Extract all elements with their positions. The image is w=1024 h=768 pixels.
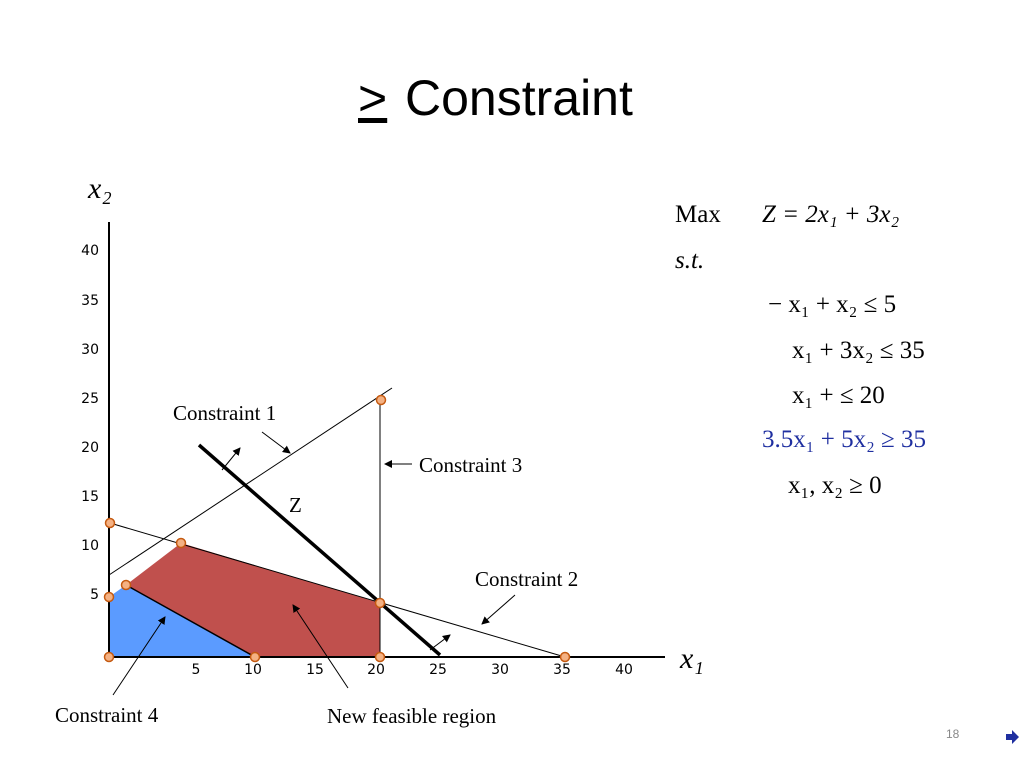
blue-region — [109, 585, 255, 657]
y-tick-label: 40 — [81, 243, 99, 259]
objective: Z = 2x₁ + 3x₂ — [762, 201, 900, 228]
y-tick-label: 5 — [90, 587, 99, 603]
title: Constraint — [405, 70, 633, 126]
x-tick-label: 35 — [553, 662, 571, 678]
label: Z — [289, 493, 302, 517]
y-tick-label: 35 — [81, 293, 99, 309]
x-tick-label: 10 — [244, 662, 262, 678]
constraint: x₁ + 3x₂ ≤ 35 — [792, 337, 925, 364]
y-tick-label: 25 — [81, 391, 99, 407]
label: New feasible region — [327, 704, 497, 728]
x-tick-label: 15 — [306, 662, 324, 678]
label: Constraint 2 — [475, 567, 578, 591]
y-tick-label: 15 — [81, 489, 99, 505]
x-axis-label: x₁ — [679, 642, 704, 675]
y-axis-label: x₂ — [87, 172, 112, 205]
y-tick-label: 30 — [81, 342, 99, 358]
x-tick-label: 5 — [192, 662, 201, 678]
constraint: − x₁ + x₂ ≤ 5 — [768, 291, 896, 318]
x-tick-label: 25 — [429, 662, 447, 678]
x-tick-label: 40 — [615, 662, 633, 678]
title-symbol: > — [358, 70, 387, 126]
max: Max — [675, 201, 721, 228]
y-tick-label: 10 — [81, 538, 99, 554]
x-tick-label: 20 — [367, 662, 385, 678]
feasible-region — [126, 543, 380, 657]
constraint: 3.5x₁ + 5x₂ ≥ 35 — [762, 426, 926, 453]
constraint: x₁ + ≤ 20 — [792, 382, 885, 409]
points — [103, 394, 571, 663]
y-tick-label: 20 — [81, 440, 99, 456]
next-button[interactable] — [1006, 730, 1019, 744]
constraint: x₁, x₂ ≥ 0 — [788, 472, 882, 499]
st: s.t. — [675, 247, 704, 274]
label: Constraint 3 — [419, 453, 522, 477]
page-number: 18 — [946, 727, 960, 741]
lines — [108, 222, 665, 696]
x-tick-label: 30 — [491, 662, 509, 678]
label: Constraint 4 — [55, 703, 159, 727]
label: Constraint 1 — [173, 401, 276, 425]
